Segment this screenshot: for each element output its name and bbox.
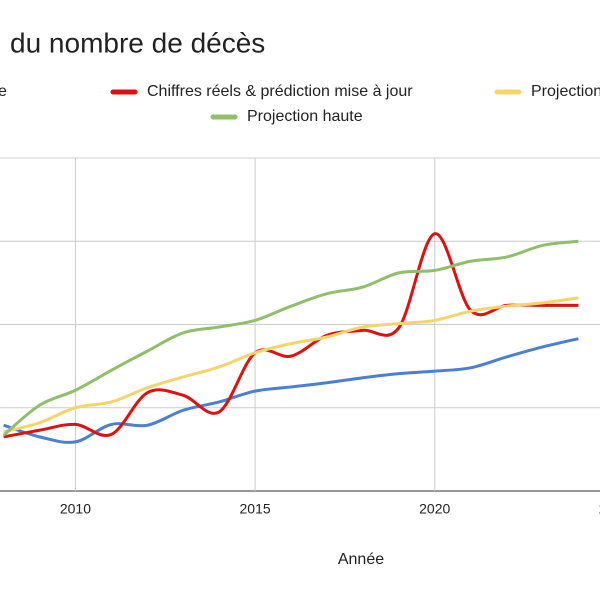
legend-label: Chiffres réels & prédiction mise à jour bbox=[147, 83, 413, 100]
series-line bbox=[3, 296, 579, 434]
series-line bbox=[3, 232, 579, 439]
series-line bbox=[3, 337, 579, 444]
x-tick-label: 2020 bbox=[419, 501, 450, 517]
legend-label: tion basse bbox=[0, 83, 7, 100]
series-line bbox=[2, 239, 579, 437]
chart-title: du nombre de décès bbox=[10, 27, 265, 58]
x-tick-label: 2025 bbox=[599, 501, 600, 517]
legend-label: Projection haute bbox=[247, 108, 363, 125]
x-tick-label: 2015 bbox=[240, 501, 271, 517]
legend-label: Projection bbox=[531, 83, 600, 100]
x-tick-label: 2010 bbox=[60, 501, 91, 517]
x-axis-label: Année bbox=[338, 551, 384, 568]
